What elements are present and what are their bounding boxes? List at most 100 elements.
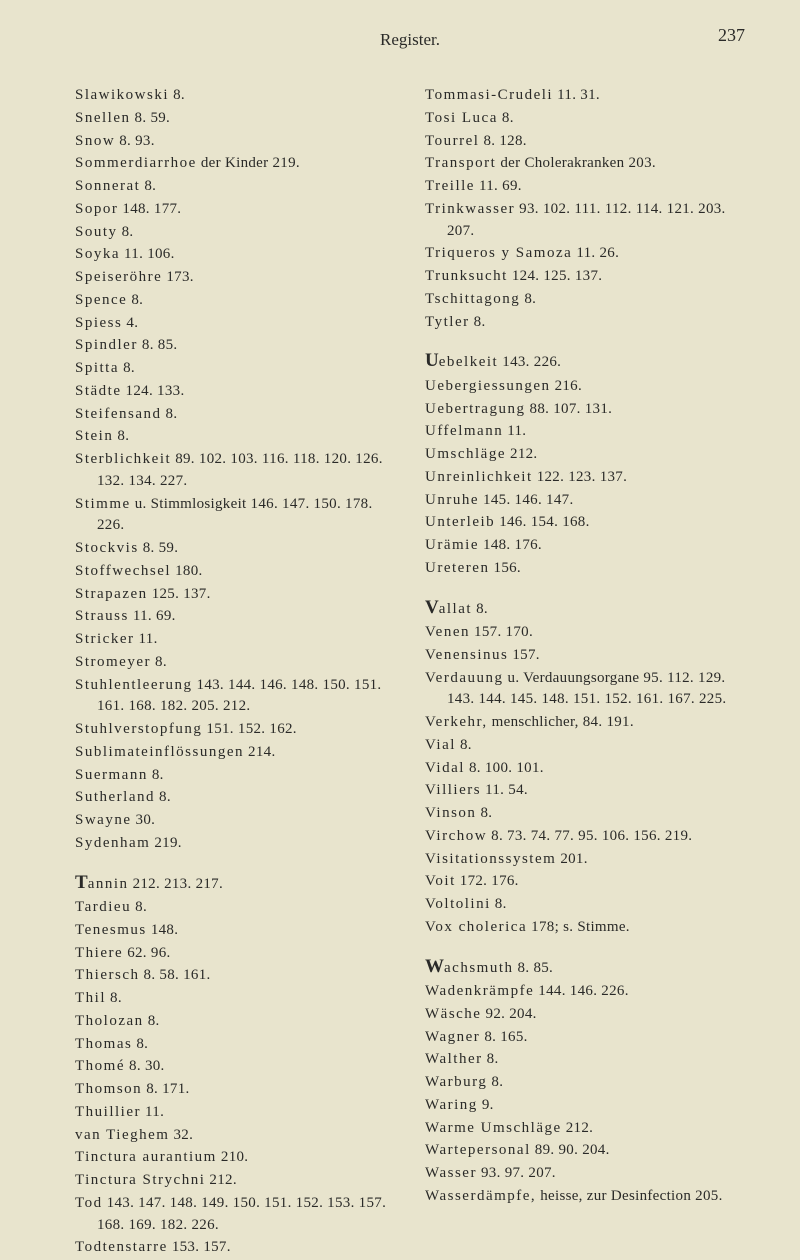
entry-term: Venen <box>425 624 470 640</box>
entry-pages: 11. 26. <box>572 245 619 261</box>
entry-pages: 8. 85. <box>138 337 178 353</box>
entry-pages: 8. 100. 101. <box>465 760 544 776</box>
entry-term: Vidal <box>425 760 465 776</box>
entry-term: Wartepersonal <box>425 1142 531 1158</box>
entry-pages: 11. 106. <box>120 246 175 262</box>
index-entry: Unreinlichkeit 122. 123. 137. <box>425 467 745 489</box>
index-entry: Tardieu 8. <box>75 897 395 919</box>
entry-term: Tod <box>75 1195 103 1211</box>
entry-pages: 124. 125. 137. <box>508 268 603 284</box>
entry-pages: 144. 146. 226. <box>534 983 629 999</box>
entry-term: Unterleib <box>425 514 495 530</box>
index-entry: Swayne 30. <box>75 810 395 832</box>
index-entry: Tod 143. 147. 148. 149. 150. 151. 152. 1… <box>75 1193 395 1237</box>
entry-term: van Tieghem <box>75 1127 169 1143</box>
entry-pages: 8. <box>520 291 536 307</box>
entry-term: Snellen <box>75 110 131 126</box>
entry-term: Stricker <box>75 631 134 647</box>
index-entry: Tourrel 8. 128. <box>425 131 745 153</box>
entry-pages: 210. <box>217 1149 249 1165</box>
entry-term: Thiersch <box>75 967 139 983</box>
entry-term: Tenesmus <box>75 922 147 938</box>
entry-term: Spiess <box>75 315 122 331</box>
entry-pages: 8. <box>118 224 134 240</box>
index-entry: Snellen 8. 59. <box>75 108 395 130</box>
index-entry: Tholozan 8. <box>75 1011 395 1033</box>
entry-pages: 92. 204. <box>481 1006 536 1022</box>
entry-pages: 156. <box>489 560 521 576</box>
entry-term: Venensinus <box>425 647 508 663</box>
entry-pages: 122. 123. 137. <box>533 469 628 485</box>
index-entry: Voit 172. 176. <box>425 871 745 893</box>
entry-term: Todtenstarre <box>75 1239 168 1255</box>
index-entry: Tytler 8. <box>425 312 745 334</box>
entry-term: Stuhlentleerung <box>75 677 192 693</box>
index-entry: Thuillier 11. <box>75 1102 395 1124</box>
entry-pages: 143. 147. 148. 149. 150. 151. 152. 153. … <box>97 1195 386 1233</box>
entry-term: Stimme <box>75 496 131 512</box>
entry-pages: 8. 171. <box>142 1081 189 1097</box>
index-entry: Waring 9. <box>425 1095 745 1117</box>
entry-pages: 11. 69. <box>475 178 522 194</box>
index-entry: Triqueros y Samoza 11. 26. <box>425 243 745 265</box>
index-entry: Wagner 8. 165. <box>425 1027 745 1049</box>
entry-term: Tschittagong <box>425 291 520 307</box>
entry-pages: 8. <box>169 87 185 103</box>
index-entry: Sonnerat 8. <box>75 176 395 198</box>
entry-term: Sommerdiarrhoe <box>75 155 197 171</box>
entry-pages: 8. <box>119 360 135 376</box>
index-entry: Walther 8. <box>425 1049 745 1071</box>
entry-term: Tosi Luca <box>425 110 498 126</box>
index-entry: Warburg 8. <box>425 1072 745 1094</box>
right-column: Tommasi-Crudeli 11. 31.Tosi Luca 8.Tourr… <box>425 85 745 1260</box>
entry-term: Spitta <box>75 360 119 376</box>
index-entry: Slawikowski 8. <box>75 85 395 107</box>
entry-term: Snow <box>75 133 115 149</box>
index-entry: Spindler 8. 85. <box>75 335 395 357</box>
index-entry: Soyka 11. 106. <box>75 244 395 266</box>
entry-term: Wasser <box>425 1165 477 1181</box>
index-entry: Sutherland 8. <box>75 787 395 809</box>
index-entry: Wachsmuth 8. 85. <box>425 953 745 981</box>
entry-pages: 201. <box>556 851 588 867</box>
entry-term: Stromeyer <box>75 654 151 670</box>
entry-term: Trunksucht <box>425 268 508 284</box>
entry-term: Treille <box>425 178 475 194</box>
section-initial: U <box>425 350 439 371</box>
entry-term: Sydenham <box>75 835 150 851</box>
index-entry: Wasserdämpfe, heisse, zur Desinfection 2… <box>425 1186 745 1208</box>
index-entry: Strauss 11. 69. <box>75 606 395 628</box>
entry-pages: 148. 176. <box>479 537 542 553</box>
entry-pages: 124. 133. <box>122 383 185 399</box>
entry-pages: 172. 176. <box>456 873 519 889</box>
entry-pages: 212. 213. 217. <box>129 876 224 892</box>
index-entry: Stockvis 8. 59. <box>75 538 395 560</box>
entry-pages: 8. <box>487 1074 503 1090</box>
entry-pages: 4. <box>122 315 138 331</box>
entry-term: Warburg <box>425 1074 487 1090</box>
index-entry: Souty 8. <box>75 222 395 244</box>
index-entry: Treille 11. 69. <box>425 176 745 198</box>
index-entry: Tannin 212. 213. 217. <box>75 869 395 897</box>
index-entry: Wadenkrämpfe 144. 146. 226. <box>425 981 745 1003</box>
index-entry: Stricker 11. <box>75 629 395 651</box>
index-entry: Stein 8. <box>75 426 395 448</box>
entry-pages: 8. <box>476 805 492 821</box>
index-entry: Thiersch 8. 58. 161. <box>75 965 395 987</box>
index-entry: Todtenstarre 153. 157. <box>75 1237 395 1259</box>
entry-term: Verkehr, <box>425 714 488 730</box>
entry-pages: 8. 85. <box>514 960 554 976</box>
entry-pages: 153. 157. <box>168 1239 231 1255</box>
entry-term: Städte <box>75 383 122 399</box>
entry-pages: 8. 93. <box>115 133 155 149</box>
index-entry: Strapazen 125. 137. <box>75 584 395 606</box>
index-entry: Thiere 62. 96. <box>75 943 395 965</box>
entry-term: Wagner <box>425 1029 480 1045</box>
entry-pages: 8. <box>483 1051 499 1067</box>
entry-term: Spindler <box>75 337 138 353</box>
entry-term: Stoffwechsel <box>75 563 171 579</box>
entry-term: Vial <box>425 737 456 753</box>
entry-term: Strapazen <box>75 586 148 602</box>
index-entry: Verkehr, menschlicher, 84. 191. <box>425 712 745 734</box>
entry-term: Strauss <box>75 608 129 624</box>
